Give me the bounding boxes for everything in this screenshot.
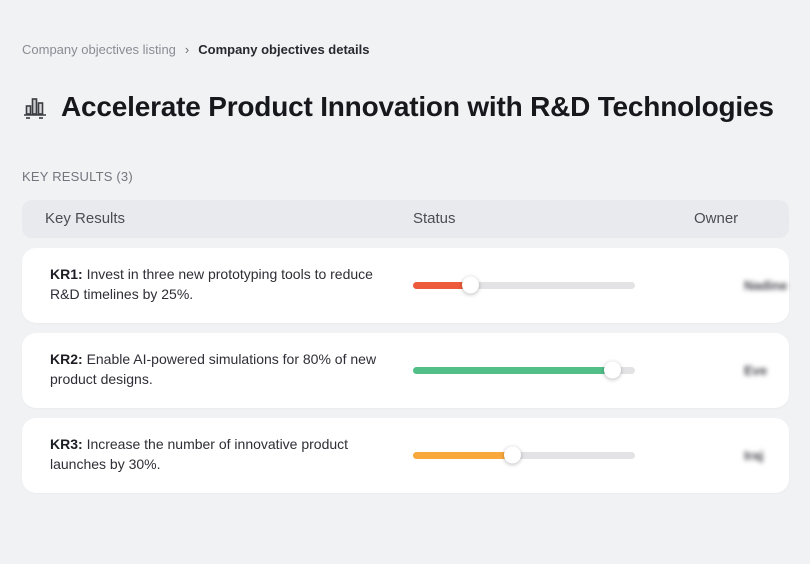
- key-result-row-kr3[interactable]: KR3: Increase the number of innovative p…: [22, 417, 789, 493]
- company-objectives-details-page: Company objectives listing › Company obj…: [0, 42, 810, 493]
- title-row: Accelerate Product Innovation with R&D T…: [22, 72, 789, 142]
- avatar: [690, 348, 734, 392]
- kr-description: Invest in three new prototyping tools to…: [50, 266, 373, 302]
- slider-thumb[interactable]: [503, 446, 521, 464]
- owner-name: Eve: [744, 362, 768, 378]
- status-cell: [408, 361, 668, 379]
- breadcrumb: Company objectives listing › Company obj…: [22, 42, 789, 57]
- kr-label: KR3:: [50, 436, 83, 453]
- column-header-owner: Owner: [694, 210, 739, 227]
- owner-cell: Eve: [668, 348, 789, 392]
- kr-description: Increase the number of innovative produc…: [50, 436, 349, 472]
- key-result-text: KR3: Increase the number of innovative p…: [22, 435, 408, 475]
- key-result-text: KR1: Invest in three new prototyping too…: [22, 265, 408, 305]
- page-title: Accelerate Product Innovation with R&D T…: [61, 90, 774, 122]
- kr-label: KR1:: [50, 266, 83, 283]
- progress-fill: [413, 446, 521, 464]
- breadcrumb-item-details[interactable]: Company objectives details: [198, 42, 370, 57]
- owner-name: Iraj: [744, 447, 764, 463]
- slider-thumb[interactable]: [461, 276, 479, 294]
- slider-thumb[interactable]: [603, 361, 621, 379]
- owner-cell: Nadine: [668, 263, 789, 307]
- column-header-key-results: Key Results: [45, 210, 126, 227]
- key-result-row-kr1[interactable]: KR1: Invest in three new prototyping too…: [22, 247, 789, 323]
- chevron-right-icon: ›: [184, 42, 190, 57]
- owner-name: Nadine: [744, 277, 788, 293]
- key-results-section-label: KEY RESULTS (3): [22, 168, 133, 184]
- owner-cell: Iraj: [668, 433, 789, 477]
- table-header: Key Results Status Owner: [22, 199, 789, 238]
- status-cell: [408, 446, 668, 464]
- column-header-status: Status: [413, 210, 456, 227]
- kr-label: KR2:: [50, 351, 83, 368]
- progress-fill: [413, 361, 621, 379]
- bar-chart-icon: [22, 94, 48, 120]
- breadcrumb-item-listing[interactable]: Company objectives listing: [22, 42, 176, 57]
- progress-slider[interactable]: [413, 276, 635, 294]
- kr-description: Enable AI-powered simulations for 80% of…: [50, 351, 377, 387]
- progress-fill: [413, 276, 479, 294]
- key-result-row-kr2[interactable]: KR2: Enable AI-powered simulations for 8…: [22, 332, 789, 408]
- key-result-text: KR2: Enable AI-powered simulations for 8…: [22, 350, 408, 390]
- status-cell: [408, 276, 668, 294]
- avatar: [690, 433, 734, 477]
- progress-slider[interactable]: [413, 361, 635, 379]
- avatar: [690, 263, 734, 307]
- progress-slider[interactable]: [413, 446, 635, 464]
